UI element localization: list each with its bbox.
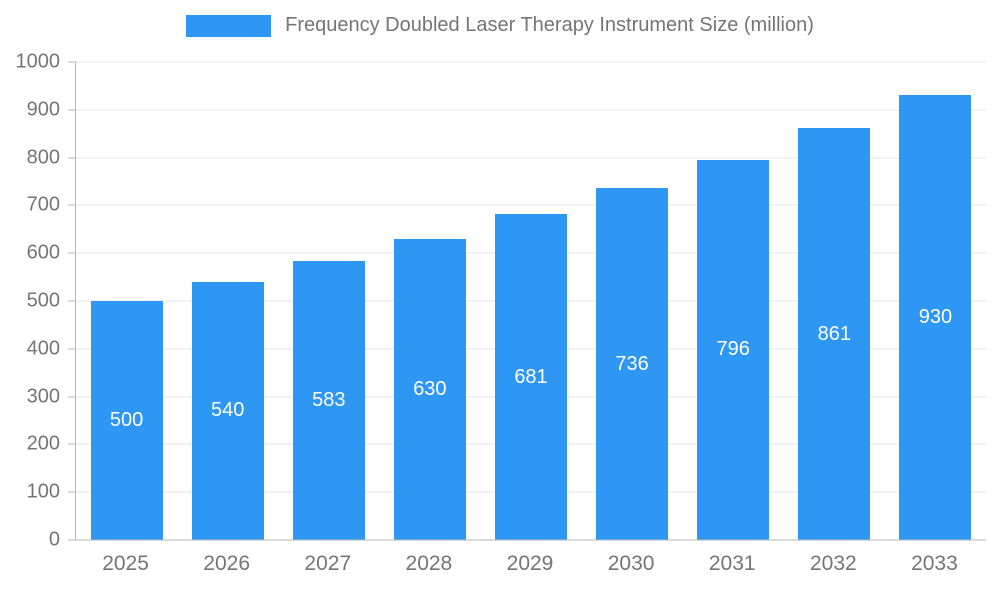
bar-value-label: 736: [615, 352, 649, 375]
x-axis-tick-label: 2026: [203, 552, 251, 575]
y-axis-tick-label: 500: [26, 289, 60, 312]
y-axis-tick-label: 100: [26, 480, 60, 503]
chart-legend: Frequency Doubled Laser Therapy Instrume…: [0, 14, 1000, 37]
legend-label: Frequency Doubled Laser Therapy Instrume…: [285, 14, 814, 36]
x-axis-tick-label: 2028: [405, 552, 453, 575]
bar-value-label: 796: [716, 338, 750, 361]
y-axis-tick: [68, 443, 76, 445]
bar-2028: 630: [393, 238, 466, 540]
y-axis-tick: [68, 491, 76, 493]
gridline: [76, 109, 986, 111]
y-axis-tick-label: 600: [26, 241, 60, 264]
bar-2031: 796: [697, 159, 770, 540]
bar-value-label: 630: [413, 377, 447, 400]
bar-2026: 540: [191, 281, 264, 540]
y-axis-tick-label: 1000: [15, 50, 61, 73]
y-axis-tick-label: 200: [26, 432, 60, 455]
y-axis-tick: [68, 109, 76, 111]
y-axis-tick-label: 300: [26, 385, 60, 408]
bar-value-label: 540: [210, 399, 245, 422]
y-axis-tick-label: 400: [26, 337, 60, 360]
bar-value-label: 861: [817, 322, 852, 345]
y-axis-tick: [68, 539, 76, 541]
bar-2030: 736: [596, 188, 669, 540]
x-axis-labels: 2025 2026 2027 2028 2029 2030 2031 2032 2033: [75, 552, 985, 592]
y-axis-tick-label: 900: [26, 98, 60, 121]
y-axis-tick: [68, 204, 76, 206]
y-axis-tick: [68, 348, 76, 350]
y-axis-tick: [68, 300, 76, 302]
gridline: [76, 204, 986, 206]
plot-area: 500 540 583 630 681 736 796 861 930: [68, 61, 986, 541]
bar-2029: 681: [495, 214, 567, 540]
gridline: [76, 157, 986, 159]
x-axis-tick-label: 2033: [911, 552, 958, 575]
bar-2025: 500: [90, 301, 163, 540]
gridline: [76, 61, 986, 63]
x-axis-tick-label: 2032: [809, 552, 857, 575]
x-axis-line: [76, 539, 986, 541]
x-axis-tick-label: 2027: [304, 552, 352, 575]
y-axis-tick-label: 800: [26, 146, 60, 169]
bar-value-label: 930: [918, 306, 953, 329]
y-axis-tick: [68, 252, 76, 254]
y-axis-tick: [68, 396, 76, 398]
x-axis-tick-label: 2025: [102, 552, 149, 575]
bar-value-label: 681: [514, 365, 548, 388]
bar-2033: 930: [899, 95, 972, 540]
x-axis-tick-label: 2031: [708, 552, 756, 575]
x-axis-tick-label: 2030: [607, 552, 655, 575]
y-axis-tick-label: 0: [48, 528, 60, 551]
y-axis-tick: [68, 61, 76, 63]
x-axis-tick-label: 2029: [506, 552, 554, 575]
bar-2027: 583: [292, 261, 365, 540]
bar-value-label: 583: [312, 389, 346, 412]
bar-value-label: 500: [109, 409, 144, 431]
y-axis-tick: [68, 157, 76, 159]
y-axis-labels: 0 100 200 300 400 500 600 700 800 900 1000: [0, 51, 61, 551]
y-axis-tick-label: 700: [26, 193, 60, 216]
legend-swatch: [186, 14, 272, 37]
bar-2032: 861: [798, 128, 871, 540]
